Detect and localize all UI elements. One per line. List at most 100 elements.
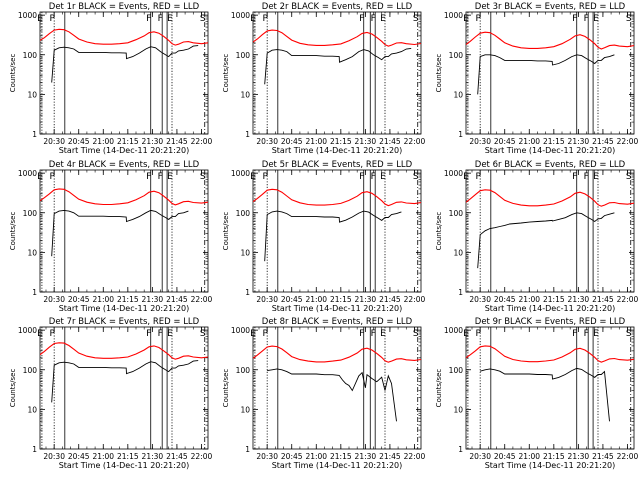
- chart-panel: Det 2r BLACK = Events, RED = LLD 1 10 100 10…: [222, 2, 425, 155]
- y-tick-label: 10: [240, 248, 250, 257]
- chart-title: Det 6r BLACK = Events, RED = LLD: [475, 160, 626, 170]
- y-tick-label: 100: [449, 366, 464, 375]
- event-marker-label: E: [380, 172, 386, 182]
- event-marker-label: P: [262, 172, 268, 182]
- chart-title: Det 2r BLACK = Events, RED = LLD: [262, 2, 413, 12]
- event-marker-label: F: [146, 172, 151, 182]
- chart-panel: Det 1r BLACK = Events, RED = LLD 1 10 100 10…: [9, 2, 212, 155]
- event-marker-label: P: [49, 172, 55, 182]
- x-tick-label: 22:00: [404, 452, 426, 461]
- event-marker-label: S: [413, 14, 419, 24]
- event-marker-label: F: [584, 14, 589, 24]
- x-tick-label: 20:30: [256, 137, 278, 146]
- x-tick-label: 21:30: [355, 137, 377, 146]
- y-axis-label: Counts/sec: [222, 212, 230, 251]
- event-marker-label: F: [158, 172, 163, 182]
- x-tick-label: 21:00: [305, 295, 327, 304]
- event-marker-label: F: [146, 14, 151, 24]
- lld-series-line: [466, 31, 634, 50]
- y-tick-label: 1: [245, 130, 250, 139]
- x-tick-label: 20:30: [256, 452, 278, 461]
- x-tick-label: 21:30: [355, 452, 377, 461]
- chart-panel: Det 3r BLACK = Events, RED = LLD 1 10 100 10…: [435, 2, 638, 155]
- x-tick-label: 21:00: [518, 295, 540, 304]
- x-tick-label: 21:30: [568, 137, 590, 146]
- chart-title: Det 5r BLACK = Events, RED = LLD: [262, 160, 413, 170]
- x-tick-label: 22:00: [617, 295, 639, 304]
- x-axis-label: Start Time (14-Dec-11 20:21:20): [59, 146, 190, 155]
- x-tick-label: 21:15: [330, 452, 352, 461]
- x-tick-label: 21:45: [379, 452, 401, 461]
- x-tick-label: 22:00: [191, 137, 213, 146]
- event-marker-label: F: [158, 14, 163, 24]
- event-marker-label: E: [250, 172, 256, 182]
- y-axis-label: Counts/sec: [435, 369, 443, 408]
- y-tick-label: 100: [23, 366, 38, 375]
- event-marker-label: E: [250, 329, 256, 339]
- x-tick-label: 20:45: [68, 137, 90, 146]
- plot-frame: [39, 169, 209, 293]
- chart-panel: Det 9r BLACK = Events, RED = LLD 1 10 100 10…: [435, 317, 638, 470]
- event-marker-label: E: [37, 172, 43, 182]
- y-tick-label: 1000: [18, 169, 37, 178]
- x-tick-label: 21:30: [568, 452, 590, 461]
- y-tick-label: 1: [458, 130, 463, 139]
- chart-title: Det 8r BLACK = Events, RED = LLD: [262, 317, 413, 327]
- x-tick-label: 20:45: [281, 137, 303, 146]
- plot-frame: [465, 326, 635, 450]
- event-marker-label: P: [262, 14, 268, 24]
- event-marker-label: E: [380, 14, 386, 24]
- event-marker-label: E: [593, 329, 599, 339]
- y-axis-label: Counts/sec: [222, 54, 230, 93]
- x-axis-label: Start Time (14-Dec-11 20:21:20): [59, 461, 190, 470]
- lld-series-line: [253, 29, 421, 47]
- event-marker-label: S: [626, 329, 632, 339]
- x-tick-label: 21:45: [379, 295, 401, 304]
- y-tick-label: 10: [27, 248, 37, 257]
- lld-series-line: [466, 345, 634, 363]
- plot-frame: [465, 11, 635, 135]
- events-series-line: [267, 368, 397, 422]
- event-marker-label: E: [593, 14, 599, 24]
- x-axis-label: Start Time (14-Dec-11 20:21:20): [59, 304, 190, 313]
- y-tick-label: 100: [236, 366, 251, 375]
- x-tick-label: 21:00: [518, 452, 540, 461]
- y-tick-label: 100: [23, 51, 38, 60]
- event-marker-label: P: [475, 172, 481, 182]
- events-series-line: [51, 360, 199, 403]
- x-tick-label: 21:15: [330, 137, 352, 146]
- event-marker-label: F: [359, 329, 364, 339]
- event-marker-label: E: [463, 14, 469, 24]
- lld-series-line: [40, 28, 208, 46]
- chart-panel: Det 4r BLACK = Events, RED = LLD 1 10 100 10…: [9, 160, 212, 313]
- event-marker-label: F: [359, 172, 364, 182]
- y-axis-label: Counts/sec: [222, 369, 230, 408]
- plot-frame: [252, 326, 422, 450]
- lld-series-line: [253, 188, 421, 207]
- x-tick-label: 21:15: [543, 452, 565, 461]
- event-marker-label: E: [167, 172, 173, 182]
- y-tick-label: 1000: [231, 169, 250, 178]
- y-tick-label: 1000: [444, 11, 463, 20]
- y-tick-label: 10: [27, 405, 37, 414]
- event-marker-label: E: [463, 329, 469, 339]
- event-marker-label: E: [37, 14, 43, 24]
- y-tick-label: 1000: [231, 326, 250, 335]
- events-series-line: [51, 45, 199, 83]
- event-marker-label: S: [413, 172, 419, 182]
- y-tick-label: 1000: [18, 11, 37, 20]
- x-tick-label: 21:45: [592, 137, 614, 146]
- chart-title: Det 7r BLACK = Events, RED = LLD: [49, 317, 200, 327]
- x-tick-label: 21:15: [330, 295, 352, 304]
- x-tick-label: 20:45: [494, 452, 516, 461]
- plot-frame: [39, 11, 209, 135]
- y-tick-label: 10: [240, 405, 250, 414]
- y-axis-label: Counts/sec: [9, 54, 17, 93]
- y-tick-label: 10: [27, 90, 37, 99]
- x-tick-label: 21:30: [568, 295, 590, 304]
- x-tick-label: 21:15: [117, 295, 139, 304]
- event-marker-label: F: [572, 172, 577, 182]
- x-tick-label: 21:45: [379, 137, 401, 146]
- events-series-line: [477, 54, 615, 95]
